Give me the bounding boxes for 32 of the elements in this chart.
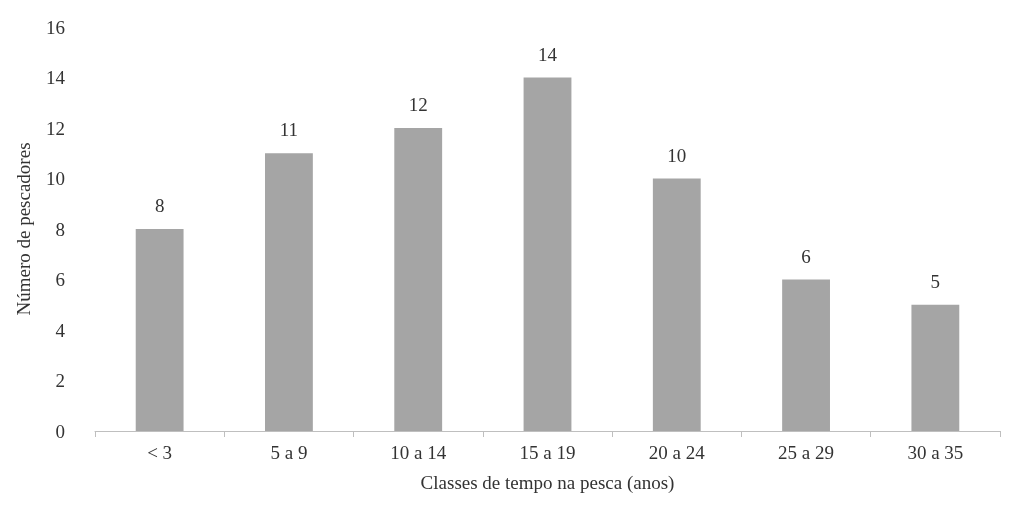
bar xyxy=(782,279,830,431)
y-tick-label: 4 xyxy=(55,319,66,341)
y-tick-label: 6 xyxy=(55,269,65,290)
y-tick-label: 16 xyxy=(46,16,65,38)
bar xyxy=(135,229,184,431)
x-tick-label: 20 a 24 xyxy=(648,442,706,463)
y-tick-label: 0 xyxy=(55,420,65,442)
x-tick-label: 10 a 14 xyxy=(390,442,447,463)
x-tick-label: 15 a 19 xyxy=(519,442,576,463)
y-tick-label: 10 xyxy=(46,168,65,189)
data-label: 5 xyxy=(930,270,941,292)
y-axis-title: Número de pescadores xyxy=(13,142,34,316)
y-tick-label: 12 xyxy=(46,117,65,139)
x-tick-label: < 3 xyxy=(147,442,173,463)
data-label: 6 xyxy=(801,245,811,267)
x-tick-label: 5 a 9 xyxy=(270,442,308,463)
x-axis-title: Classes de tempo na pesca (anos) xyxy=(420,472,675,494)
y-tick-label: 14 xyxy=(46,67,66,88)
bar xyxy=(265,153,313,431)
bar xyxy=(394,128,443,431)
bar xyxy=(523,77,572,431)
data-label: 11 xyxy=(279,119,299,141)
y-tick-label: 8 xyxy=(55,218,65,240)
data-label: 10 xyxy=(667,144,687,166)
x-tick-label: 30 a 35 xyxy=(907,442,964,463)
x-tick-label: 25 a 29 xyxy=(778,442,835,463)
data-label: 14 xyxy=(538,43,558,65)
data-label: 8 xyxy=(154,195,165,216)
data-label: 12 xyxy=(408,94,428,115)
y-tick-label: 2 xyxy=(55,370,65,391)
bar xyxy=(911,304,960,431)
bar xyxy=(652,178,701,431)
